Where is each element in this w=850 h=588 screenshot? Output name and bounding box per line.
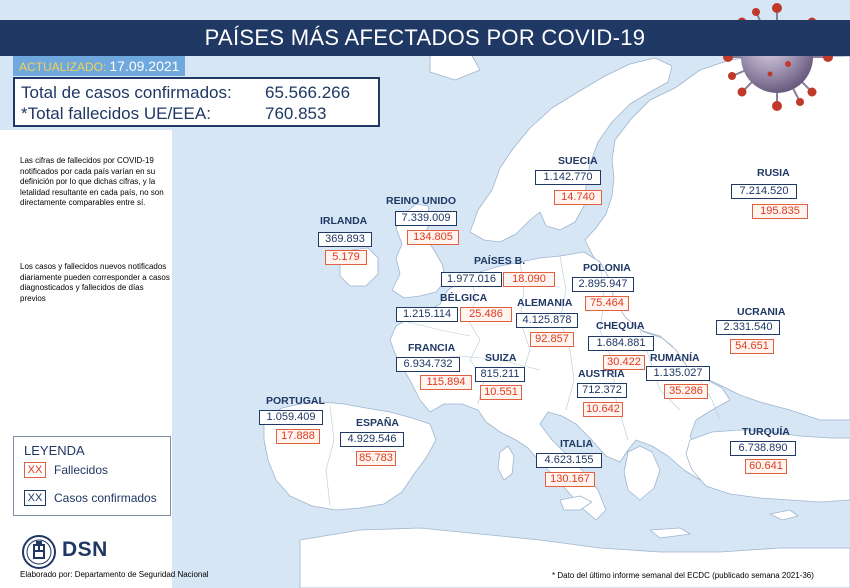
- country-cases: 1.684.881: [588, 336, 654, 351]
- country-name: CHEQUIA: [596, 320, 645, 332]
- country-deaths: 115.894: [420, 375, 472, 390]
- country-deaths: 25.486: [460, 307, 512, 322]
- country-deaths: 5.179: [325, 250, 367, 265]
- country-name: SUIZA: [485, 352, 517, 364]
- country-name: AUSTRIA: [578, 368, 625, 380]
- country-cases: 7.339.009: [395, 211, 457, 226]
- country-name: RUSIA: [757, 167, 790, 179]
- updated-label: ACTUALIZADO:: [19, 60, 107, 74]
- dsn-logo-text: DSN: [62, 538, 108, 561]
- country-cases: 2.331.540: [716, 320, 780, 335]
- country-deaths: 18.090: [503, 272, 555, 287]
- country-deaths: 10.642: [583, 402, 623, 417]
- legend-title: LEYENDA: [24, 443, 85, 458]
- country-deaths: 85.783: [356, 451, 396, 466]
- country-cases: 4.125.878: [516, 313, 578, 328]
- country-name: ITALIA: [560, 438, 594, 450]
- country-name: POLONIA: [583, 262, 631, 274]
- country-deaths: 30.422: [603, 355, 645, 370]
- country-deaths: 75.464: [585, 296, 629, 311]
- total-cases-row: Total de casos confirmados: 65.566.266: [21, 82, 371, 104]
- country-cases: 4.623.155: [536, 453, 602, 468]
- country-cases: 369.893: [318, 232, 372, 247]
- country-name: ALEMANIA: [517, 297, 573, 309]
- total-cases-value: 65.566.266: [265, 83, 351, 102]
- country-name: REINO UNIDO: [386, 195, 457, 207]
- country-deaths: 54.651: [730, 339, 774, 354]
- country-cases: 1.059.409: [259, 410, 323, 425]
- country-deaths: 14.740: [554, 190, 602, 205]
- country-name: FRANCIA: [408, 342, 456, 354]
- country-cases: 1.977.016: [441, 272, 502, 287]
- country-deaths: 35.286: [664, 384, 708, 399]
- updated-tag: ACTUALIZADO: 17.09.2021: [13, 56, 186, 76]
- legend: LEYENDA XX Fallecidos XX Casos confirmad…: [13, 436, 171, 516]
- country-cases: 6.934.732: [396, 357, 460, 372]
- totals-box: Total de casos confirmados: 65.566.266 *…: [13, 77, 380, 127]
- legend-label-cases: Casos confirmados: [54, 491, 157, 505]
- coronavirus-icon: [723, 3, 833, 111]
- country-name: TURQUÍA: [742, 426, 790, 438]
- country-cases: 1.135.027: [646, 366, 710, 381]
- header-band: [0, 20, 850, 56]
- country-deaths: 10.551: [480, 385, 522, 400]
- dsn-seal-icon: [22, 535, 56, 569]
- country-deaths: 130.167: [545, 472, 595, 487]
- note-death-definitions: Las cifras de fallecidos por COVID-19 no…: [20, 156, 164, 207]
- note-daily-reports: Los casos y fallecidos nuevos notificado…: [20, 262, 170, 303]
- country-name: BÉLGICA: [440, 292, 488, 304]
- country-cases: 1.142.770: [535, 170, 601, 185]
- country-name: IRLANDA: [320, 215, 368, 227]
- country-name: SUECIA: [558, 155, 598, 167]
- country-name: UCRANIA: [737, 306, 786, 318]
- country-deaths: 60.641: [745, 459, 787, 474]
- country-deaths: 134.805: [407, 230, 459, 245]
- updated-date: 17.09.2021: [109, 58, 180, 74]
- country-deaths: 195.835: [752, 204, 808, 219]
- country-name: PORTUGAL: [266, 395, 325, 407]
- legend-swatch-deaths: XX: [24, 462, 46, 478]
- page-title: PAÍSES MÁS AFECTADOS POR COVID-19: [204, 25, 646, 50]
- legend-label-deaths: Fallecidos: [54, 463, 109, 477]
- legend-swatch-cases: XX: [24, 490, 46, 506]
- credit-text: Elaborado por: Departamento de Seguridad…: [20, 570, 209, 579]
- total-deaths-value: 760.853: [265, 104, 327, 123]
- total-deaths-label: *Total fallecidos UE/EEA:: [21, 104, 211, 123]
- total-cases-label: Total de casos confirmados:: [21, 83, 232, 102]
- country-cases: 815.211: [475, 367, 525, 382]
- country-cases: 7.214.520: [731, 184, 797, 199]
- country-cases: 6.738.890: [730, 441, 796, 456]
- footnote-text: * Dato del último informe semanal del EC…: [552, 571, 814, 580]
- total-deaths-row: *Total fallecidos UE/EEA: 760.853: [21, 103, 371, 125]
- country-name: ESPAÑA: [356, 417, 399, 429]
- country-cases: 712.372: [577, 383, 627, 398]
- country-cases: 2.895.947: [572, 277, 634, 292]
- country-deaths: 92.857: [530, 332, 574, 347]
- country-name: RUMANÍA: [650, 352, 700, 364]
- country-name: PAÍSES B.: [474, 255, 526, 267]
- country-cases: 1.215.114: [396, 307, 458, 322]
- country-cases: 4.929.546: [340, 432, 404, 447]
- country-deaths: 17.888: [276, 429, 320, 444]
